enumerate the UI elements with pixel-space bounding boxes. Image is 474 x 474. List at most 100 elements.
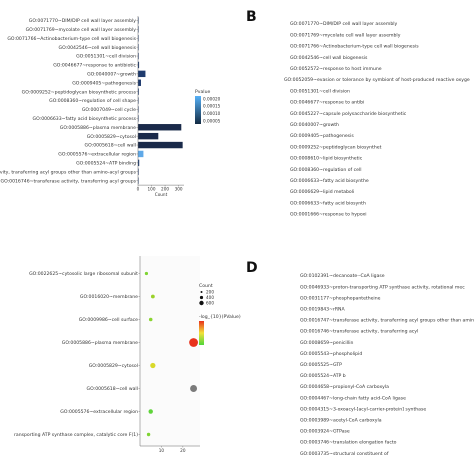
data-point <box>148 409 153 414</box>
category-label: GO:0042546~cell wall biogenesis <box>290 55 368 61</box>
category-label: GO:0042546~cell wall biogenesis <box>59 45 137 51</box>
category-label: GO:0040007~growth <box>290 122 339 128</box>
bar <box>138 70 146 78</box>
legend-count-label: 200 <box>206 289 214 294</box>
bar <box>138 132 159 140</box>
x-tick-label: 200 <box>161 187 169 192</box>
category-label: GO:0008659~penicillin <box>300 340 354 346</box>
category-label: GO:0071769~mycolate cell wall layer asse… <box>290 32 401 38</box>
category-label: GO:0009252~peptidoglycan biosynthetic pr… <box>22 89 137 95</box>
legend-count-label: 400 <box>206 295 214 300</box>
category-label: GO:0005886~plasma membrane <box>62 340 138 346</box>
legend-colorbar <box>195 96 201 124</box>
panel-d-bubble-chart: GO:0102391~decanoate--CoA ligase GO:00469… <box>300 273 474 457</box>
category-label: GO:0102391~decanoate--CoA ligase <box>300 273 385 279</box>
bar <box>138 17 139 24</box>
category-label: GO:0005576~extracellular region <box>58 152 136 158</box>
bar <box>138 43 139 51</box>
legend-tick-label: 0.00015 <box>203 104 221 109</box>
bar <box>138 79 141 86</box>
legend-color-title: -log_{10}(PValue) <box>199 314 241 320</box>
category-label: GO:0008360~regulation of cell <box>290 167 362 173</box>
bar <box>138 61 140 69</box>
category-label: GO:0003746~translation elongation facto <box>300 440 397 446</box>
category-label: GO:0005524~ATP binding <box>76 160 136 166</box>
bar <box>138 115 139 122</box>
legend-tick-label: 0.00005 <box>203 118 221 123</box>
category-label: GO:0005543~phospholipid <box>300 351 362 357</box>
legend-count-label: 600 <box>206 300 214 305</box>
panel-d-letter: D <box>246 260 258 276</box>
category-label: GO:0006633~fatty acid biosynth <box>290 200 366 206</box>
x-tick-label: 10 <box>159 448 165 453</box>
category-label: GO:0008360~regulation of cell shape <box>49 98 136 104</box>
legend-colorbar <box>199 321 204 345</box>
data-point <box>144 271 149 276</box>
x-tick-label: 300 <box>175 187 183 192</box>
legend-tick-label: 0.00010 <box>203 111 221 116</box>
category-label: GO:0009405~pathogenesis <box>72 80 136 86</box>
bar <box>138 141 183 149</box>
bar <box>138 124 182 131</box>
bar <box>138 168 139 175</box>
category-label: GO:0040007~growth <box>87 71 136 77</box>
category-label: GO:0031177~phosphopantetheine <box>300 295 381 301</box>
category-label: GO:0005576~extracellular region <box>60 409 138 415</box>
category-label: GO:0016746~transferase activity, transfe… <box>1 178 137 184</box>
category-label: GO:0009252~peptidoglycan biosynthet <box>290 144 382 150</box>
x-tick-label: 20 <box>180 448 186 453</box>
legend-size-swatch <box>199 295 204 300</box>
category-label: GO:0016746~transferase activity, transfe… <box>300 329 418 335</box>
x-tick-label: 100 <box>148 187 156 192</box>
category-label: GO:0005618~cell wall <box>85 143 136 149</box>
category-label: GO:0071766~Actinobacterium-type cell wal… <box>7 36 136 42</box>
x-tick-label: 0 <box>137 187 140 192</box>
category-label: GO:0004658~propionyl-CoA carboxyla <box>300 384 389 390</box>
bar <box>138 150 144 158</box>
data-point <box>190 385 198 392</box>
category-label: GO:0071770~DIM/DIP cell wall layer assem… <box>29 18 137 24</box>
plot-background <box>140 256 200 446</box>
category-label: GO:0009986~cell surface <box>79 317 138 323</box>
data-point <box>150 294 155 299</box>
category-label: GO:0019843~rRNA <box>300 306 345 312</box>
category-label: GO:0016020~membrane <box>80 294 138 300</box>
panel-c-bubble-chart: GO:0022625~cytosolic large ribosomal sub… <box>14 256 241 453</box>
category-label: GO:0022625~cytosolic large ribosomal sub… <box>29 271 138 277</box>
category-label: GO:0008610~lipid biosynthetic <box>290 156 363 162</box>
bar <box>138 26 139 33</box>
category-label: GO:0003735~structural constituent of <box>300 451 389 457</box>
category-label: GO:0007049~cell cycle <box>82 107 136 113</box>
category-label: GO:0071770~DIM/DIP cell wall layer assem… <box>290 21 398 27</box>
category-label: GO:0005886~plasma membrane <box>60 125 136 131</box>
category-label: GO:0001666~response to hypoxi <box>290 212 367 218</box>
bar <box>138 35 139 42</box>
category-label: GO:0051301~cell division <box>290 88 350 94</box>
category-label: GO:0005829~cytosol <box>87 134 136 140</box>
category-label: GO:0009405~pathogenesis <box>290 133 354 139</box>
legend-title: Pvalue <box>195 89 210 95</box>
category-label: GO:0052572~response to host immune <box>290 66 382 72</box>
category-label: GO:0004467~long-chain fatty acid-CoA lig… <box>300 395 406 401</box>
category-label: GO:0005524~ATP b <box>300 373 346 379</box>
category-label: GO:0006629~lipid metaboli <box>290 189 354 195</box>
data-point <box>150 362 156 369</box>
legend-tick-label: 0.00020 <box>203 96 221 101</box>
bar <box>138 159 140 167</box>
panel-b-bar-chart: GO:0071770~DIM/DIP cell wall layer assem… <box>284 21 470 217</box>
category-label: GO:0003924~GTPase <box>300 429 350 435</box>
bar <box>138 52 139 60</box>
category-label: GO:0006633~fatty acid biosynthetic proce… <box>33 116 137 122</box>
category-label: GO:0045227~capsule polysaccharide biosyn… <box>290 111 407 117</box>
category-label: GO:0005829~cytosol <box>89 363 138 369</box>
category-label: GO:0071769~mycolate cell wall layer asse… <box>26 27 137 33</box>
data-point <box>146 432 151 437</box>
x-axis-title: Count <box>155 192 168 197</box>
category-label: GO:0071766~Actinobacterium-type cell wal… <box>290 44 419 50</box>
panel-b-letter: B <box>246 9 257 25</box>
category-label: GO:0051301~cell division <box>76 54 136 60</box>
legend-count-title: Count <box>199 283 213 289</box>
category-label: GO:0016747~transferase activity, transfe… <box>300 318 474 324</box>
category-label: GO:0004315~3-oxoacyl-[acyl-carrier-prote… <box>300 406 426 412</box>
